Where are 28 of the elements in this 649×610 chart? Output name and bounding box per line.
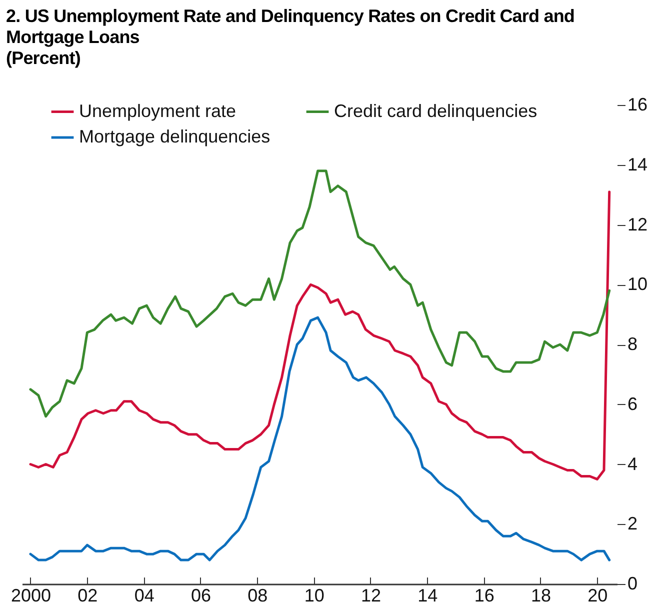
y-tick-label: 2 [628, 514, 638, 534]
chart-subtitle: (Percent) [6, 48, 82, 69]
chart-title: 2. US Unemployment Rate and Delinquency Rates on Credit Card and Mortgage Loans [6, 6, 576, 48]
y-tick-label: 14 [628, 154, 648, 174]
y-tick-label: 12 [628, 214, 648, 234]
x-tick-label: 12 [360, 586, 382, 606]
x-tick-label: 06 [190, 586, 212, 606]
x-tick-label: 04 [134, 586, 154, 606]
x-tick-label: 02 [78, 586, 98, 606]
x-tick-label: 16 [474, 586, 494, 606]
x-tick-label: 08 [248, 586, 268, 606]
x-tick-label: 2000 [10, 586, 52, 606]
y-tick-label: 0 [628, 574, 638, 594]
x-tick-label: 20 [588, 586, 608, 606]
y-tick-label: 6 [628, 394, 638, 414]
y-tick-label: 16 [628, 94, 648, 114]
line-series [29, 190, 611, 480]
y-tick-label: 4 [628, 454, 638, 474]
legend-label: Credit card delinquencies [334, 100, 538, 121]
x-tick-label: 10 [304, 586, 324, 606]
x-tick-label: 14 [418, 586, 438, 606]
legend-label: Unemployment rate [79, 100, 236, 121]
y-tick-label: 10 [628, 274, 648, 294]
y-tick-label: 8 [628, 334, 638, 354]
legend-label: Mortgage delinquencies [79, 126, 270, 146]
line-series [29, 316, 611, 562]
x-tick-label: 18 [530, 586, 552, 606]
line-series [29, 170, 611, 418]
